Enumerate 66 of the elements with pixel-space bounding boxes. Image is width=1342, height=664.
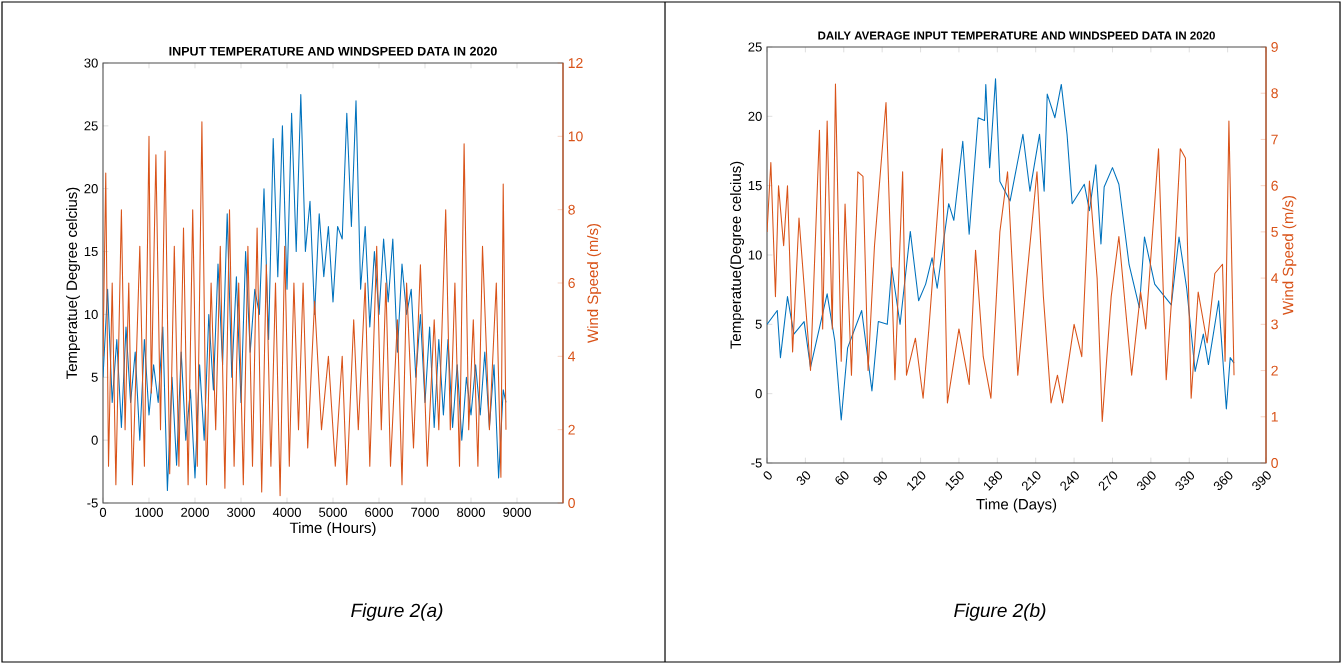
y-tick-label: 30 [84, 58, 98, 68]
y2-tick-label: 1 [1271, 411, 1278, 422]
chart-title: INPUT TEMPERATURE AND WINDSPEED DATA IN 2020 [169, 46, 497, 56]
y2-tick-label: 10 [568, 131, 583, 142]
x-axis-title: Time (Hours) [289, 522, 376, 537]
y2-tick-label: 4 [568, 351, 576, 362]
x-tick-label: 90 [873, 471, 887, 485]
x-tick-label: 180 [983, 471, 1003, 491]
y-axis-title: Temperatue( Degree celcius) [66, 187, 81, 379]
x-tick-label: 0 [763, 471, 772, 480]
x-axis-title: Time (Days) [976, 498, 1057, 513]
caption: Figure 2(a) [351, 603, 443, 621]
y-tick-label: -5 [87, 498, 98, 508]
y-tick-label: 25 [84, 121, 98, 131]
x-tick-label: 120 [907, 471, 926, 491]
y-tick-label: 20 [84, 184, 98, 194]
y-tick-label: 15 [748, 181, 762, 191]
y2-tick-label: 4 [1271, 273, 1279, 283]
chart-title: DAILY AVERAGE INPUT TEMPERATURE AND WINDSPEED DATA IN 2020 [818, 31, 1215, 40]
y-tick-label: 5 [91, 372, 98, 382]
x-tick-label: 6000 [365, 507, 393, 517]
x-tick-label: 9000 [503, 507, 531, 517]
x-tick-label: 270 [1098, 471, 1118, 491]
caption: Figure 2(b) [954, 603, 1046, 621]
y2-tick-label: 2 [568, 424, 575, 435]
y-tick-label: 0 [91, 435, 98, 445]
x-tick-label: 300 [1137, 471, 1156, 491]
x-tick-label: 3000 [227, 507, 255, 517]
y2-tick-label: 7 [1271, 134, 1278, 145]
x-tick-label: 150 [945, 471, 964, 491]
x-tick-label: 1000 [135, 507, 163, 517]
x-tick-label: 210 [1021, 471, 1041, 491]
y2-tick-label: 6 [1271, 180, 1278, 191]
y2-tick-label: 8 [1271, 88, 1278, 99]
x-tick-label: 7000 [411, 507, 439, 517]
y-tick-label: -5 [751, 458, 762, 468]
x-tick-label: 330 [1175, 471, 1195, 491]
y-tick-label: 15 [84, 247, 98, 257]
y2-tick-label: 2 [1271, 365, 1278, 376]
x-tick-label: 4000 [272, 507, 301, 517]
y2-tick-label: 0 [1271, 458, 1278, 468]
y2-axis-title: Wind Speed (m/s) [1282, 195, 1297, 315]
y-tick-label: 25 [748, 42, 762, 52]
y2-axis-title: Wind Speed (m/s) [587, 223, 602, 343]
x-tick-label: 8000 [457, 507, 485, 517]
x-tick-label: 360 [1213, 471, 1233, 491]
x-tick-label: 5000 [319, 507, 347, 517]
x-tick-label: 30 [796, 471, 811, 485]
x-tick-label: 2000 [181, 507, 209, 517]
x-tick-label: 390 [1252, 471, 1271, 491]
y2-tick-label: 9 [1271, 42, 1278, 52]
y-tick-label: 10 [84, 309, 98, 320]
x-tick-label: 0 [99, 507, 107, 517]
x-tick-label: 240 [1060, 471, 1079, 491]
y-tick-label: 0 [755, 389, 762, 399]
y2-tick-label: 0 [568, 498, 575, 508]
y-tick-label: 20 [748, 111, 762, 121]
x-tick-label: 60 [835, 471, 849, 485]
y2-tick-label: 5 [1271, 227, 1278, 237]
y2-tick-label: 3 [1271, 319, 1278, 330]
y2-tick-label: 12 [568, 58, 583, 68]
y2-tick-label: 6 [568, 278, 575, 288]
y-tick-label: 10 [748, 250, 762, 260]
y2-tick-label: 8 [568, 204, 575, 215]
y-axis-title: Temperatue(Degree celcius) [730, 161, 745, 349]
y-tick-label: 5 [755, 319, 762, 329]
